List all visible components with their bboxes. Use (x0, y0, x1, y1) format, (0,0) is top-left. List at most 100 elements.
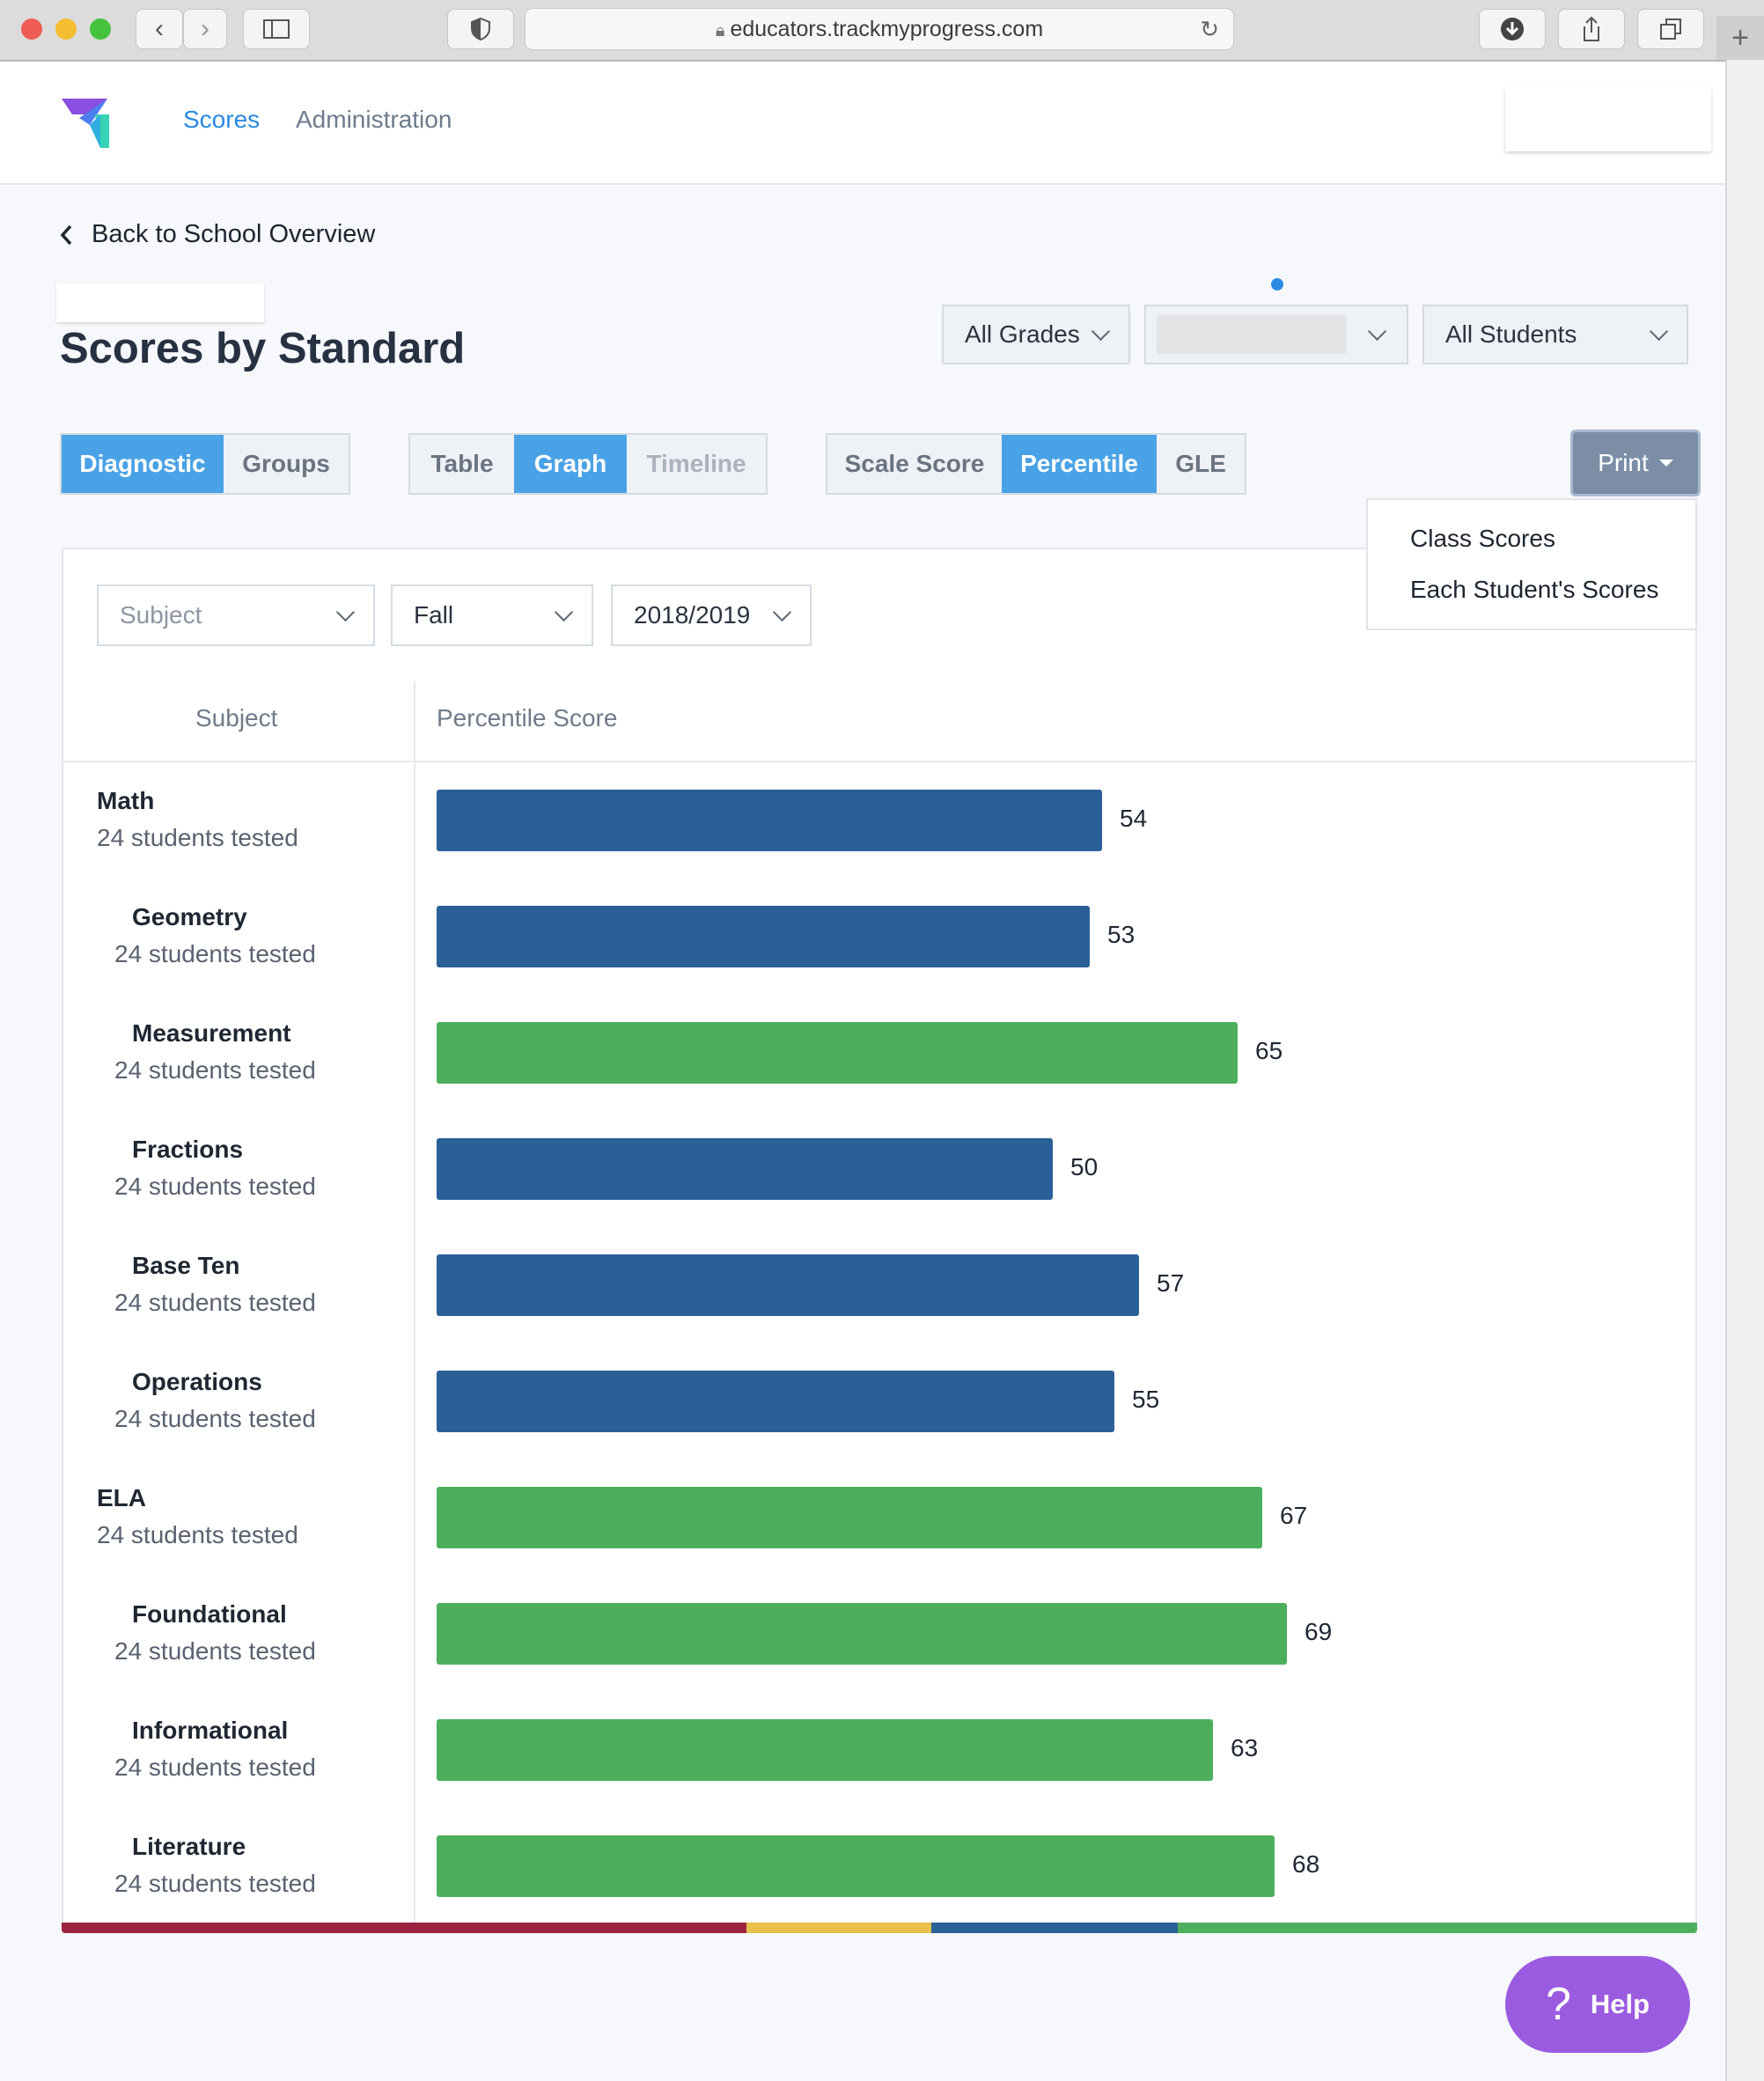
back-nav-icon[interactable]: ‹ (136, 9, 183, 49)
row-label: ELA (97, 1484, 146, 1511)
row-students-tested: 24 students tested (97, 824, 298, 851)
chevron-down-icon (1649, 321, 1669, 341)
forward-nav-icon[interactable]: › (183, 9, 227, 49)
lock-icon: 🔒︎ (715, 21, 725, 40)
reload-icon[interactable]: ↻ (1200, 16, 1219, 42)
score-value-label: 53 (1107, 921, 1136, 948)
chevron-down-icon (1091, 321, 1111, 341)
chevron-left-icon (60, 224, 72, 245)
tab-table[interactable]: Table (410, 435, 514, 493)
help-label: Help (1590, 1989, 1650, 2019)
nav-scores-link[interactable]: Scores (183, 106, 261, 133)
privacy-shield-icon[interactable] (447, 9, 514, 49)
row-label: Operations (132, 1368, 262, 1395)
help-button[interactable]: ? Help (1505, 1956, 1690, 2053)
address-bar[interactable]: 🔒︎ educators.trackmyprogress.com ↻ (525, 8, 1234, 50)
tab-gle[interactable]: GLE (1157, 435, 1245, 493)
row-students-tested: 24 students tested (114, 1754, 316, 1781)
school-dropdown[interactable] (1144, 305, 1408, 364)
print-menu: Class Scores Each Student's Scores (1366, 498, 1697, 630)
column-divider (414, 681, 415, 1926)
row-students-tested: 24 students tested (114, 1637, 316, 1665)
row-students-tested: 24 students tested (97, 1521, 298, 1548)
score-bar[interactable] (437, 1022, 1238, 1084)
source-toggle: Diagnostic Groups (60, 433, 350, 495)
tab-groups[interactable]: Groups (224, 435, 349, 493)
score-value-label: 68 (1292, 1850, 1320, 1878)
tab-graph[interactable]: Graph (514, 435, 627, 493)
row-label: Measurement (132, 1019, 291, 1047)
nav-administration-link[interactable]: Administration (296, 106, 452, 133)
metric-toggle: Scale Score Percentile GLE (826, 433, 1246, 495)
share-icon[interactable] (1558, 9, 1625, 49)
chevron-down-icon (335, 602, 356, 621)
tab-timeline[interactable]: Timeline (627, 435, 766, 493)
row-students-tested: 24 students tested (114, 1405, 316, 1432)
app-header: Scores Administration (0, 62, 1725, 185)
score-bar[interactable] (437, 1487, 1262, 1548)
school-value (1157, 315, 1347, 354)
season-value: Fall (414, 601, 454, 629)
row-label: Math (97, 787, 155, 814)
score-value-label: 55 (1132, 1386, 1160, 1413)
chevron-down-icon (1367, 321, 1387, 341)
row-label: Fractions (132, 1136, 244, 1163)
score-value-label: 67 (1280, 1502, 1308, 1529)
app-logo-icon[interactable] (60, 95, 114, 154)
score-bar[interactable] (437, 1835, 1275, 1897)
students-dropdown[interactable]: All Students (1422, 305, 1688, 364)
tabs-overview-icon[interactable] (1637, 9, 1704, 49)
score-value-label: 63 (1231, 1734, 1259, 1761)
year-value: 2018/2019 (634, 601, 751, 629)
new-tab-icon[interactable]: + (1716, 16, 1764, 60)
back-label: Back to School Overview (92, 220, 376, 248)
minimize-window-icon[interactable] (55, 18, 77, 40)
header-divider (63, 761, 1695, 762)
score-bar[interactable] (437, 1371, 1114, 1432)
sidebar-toggle-icon[interactable] (243, 9, 310, 49)
score-bar[interactable] (437, 906, 1090, 967)
score-bar[interactable] (437, 1138, 1053, 1200)
stripe-segment-green (1178, 1923, 1697, 1933)
caret-down-icon (1658, 460, 1673, 467)
back-to-overview-link[interactable]: Back to School Overview (60, 220, 375, 249)
loading-indicator-dot (1271, 278, 1283, 290)
grade-value: All Grades (965, 320, 1080, 348)
downloads-icon[interactable] (1479, 9, 1546, 49)
tab-scale-score[interactable]: Scale Score (827, 435, 1002, 493)
subject-dropdown[interactable]: Subject (97, 585, 375, 646)
year-dropdown[interactable]: 2018/2019 (611, 585, 812, 646)
page-title: Scores by Standard (60, 325, 466, 372)
row-students-tested: 24 students tested (114, 1173, 316, 1200)
row-students-tested: 24 students tested (114, 1289, 316, 1316)
menu-item-each-student-scores[interactable]: Each Student's Scores (1410, 576, 1659, 603)
tab-percentile[interactable]: Percentile (1002, 435, 1157, 493)
grade-dropdown[interactable]: All Grades (942, 305, 1130, 364)
tab-diagnostic[interactable]: Diagnostic (62, 435, 224, 493)
zoom-window-icon[interactable] (90, 18, 111, 40)
score-bar[interactable] (437, 1254, 1139, 1316)
season-dropdown[interactable]: Fall (391, 585, 593, 646)
row-students-tested: 24 students tested (114, 940, 316, 967)
url-value: educators.trackmyprogress.com (730, 17, 1044, 41)
question-mark-icon: ? (1545, 1979, 1571, 2030)
row-label: Geometry (132, 903, 247, 930)
user-menu[interactable] (1505, 88, 1711, 151)
stripe-segment-yellow (746, 1923, 931, 1933)
menu-item-class-scores[interactable]: Class Scores (1410, 525, 1555, 552)
row-students-tested: 24 students tested (114, 1870, 316, 1897)
scores-card (62, 548, 1697, 1933)
score-bar[interactable] (437, 790, 1102, 851)
print-button[interactable]: Print (1570, 430, 1701, 496)
score-value-label: 57 (1157, 1269, 1185, 1297)
chevron-down-icon (554, 602, 574, 621)
close-window-icon[interactable] (21, 18, 42, 40)
browser-toolbar: ‹ › 🔒︎ educators.trackmyprogress.com ↻ + (0, 0, 1764, 62)
score-bar[interactable] (437, 1719, 1213, 1781)
window-edge (1725, 60, 1764, 2081)
title-tab (56, 283, 264, 322)
row-students-tested: 24 students tested (114, 1056, 316, 1084)
subject-column-header: Subject (195, 704, 278, 732)
score-bar[interactable] (437, 1603, 1287, 1665)
score-value-label: 50 (1070, 1153, 1099, 1180)
